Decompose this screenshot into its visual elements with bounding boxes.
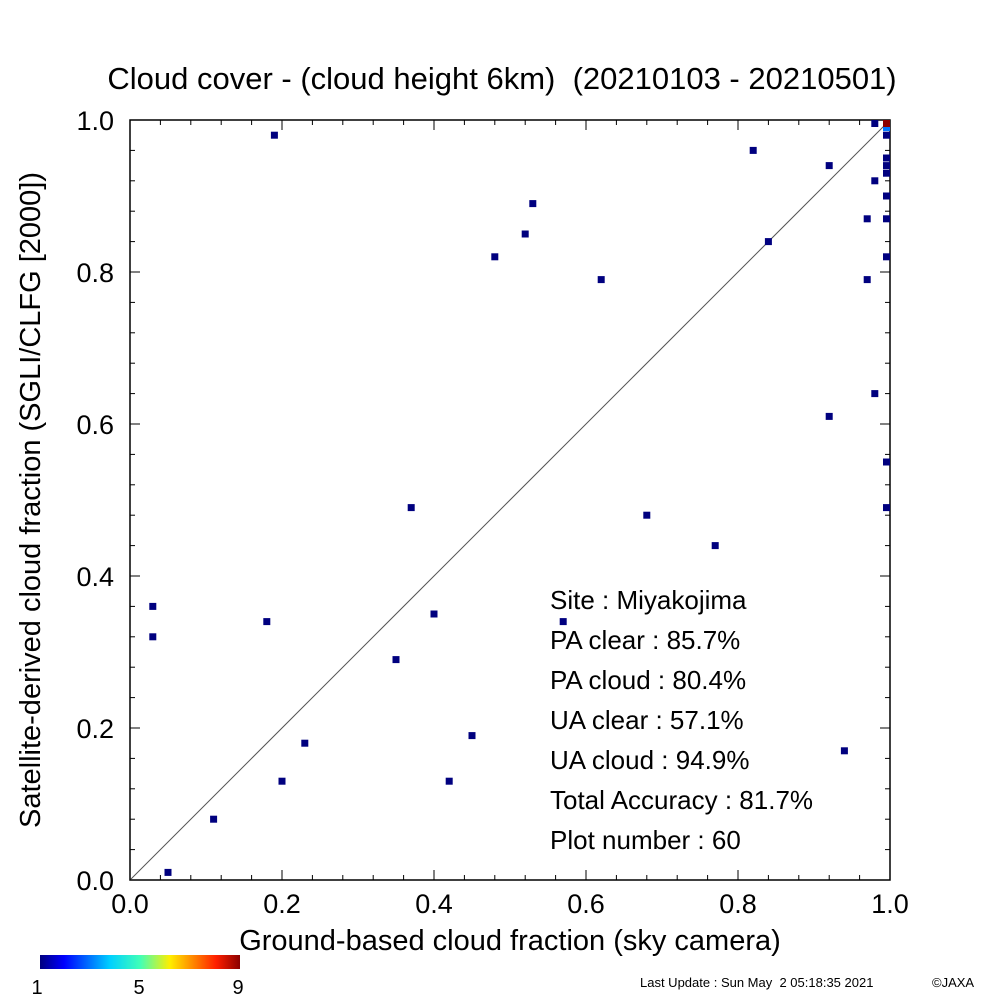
x-tick-labels: 0.0 0.2 0.4 0.6 0.8 1.0 — [111, 889, 909, 919]
data-point — [711, 542, 719, 550]
data-point — [883, 124, 890, 132]
stats-line: Total Accuracy : 81.7% — [550, 785, 813, 815]
stats-line: PA cloud : 80.4% — [550, 665, 746, 695]
data-point — [521, 230, 529, 238]
data-point — [840, 747, 848, 755]
data-point — [468, 732, 476, 740]
data-point — [883, 215, 890, 223]
y-tick-labels: 0.0 0.2 0.4 0.6 0.8 1.0 — [76, 106, 114, 896]
x-tick-label: 0.4 — [415, 889, 453, 919]
data-point — [149, 633, 157, 641]
stats-line: UA clear : 57.1% — [550, 705, 744, 735]
data-point — [278, 777, 286, 785]
stats-line: PA clear : 85.7% — [550, 625, 740, 655]
diagonal-line — [129, 119, 891, 881]
y-tick-label: 0.6 — [76, 410, 114, 440]
data-point — [529, 200, 537, 208]
data-point — [445, 777, 453, 785]
data-points — [149, 120, 890, 876]
plot-frame — [129, 119, 891, 881]
stats-line: UA cloud : 94.9% — [550, 745, 749, 775]
data-point — [643, 511, 651, 519]
data-point — [871, 390, 879, 398]
data-point — [270, 131, 278, 139]
last-update-text: Last Update : Sun May 2 05:18:35 2021 — [640, 975, 873, 990]
data-point — [149, 602, 157, 610]
stats-line: Site : Miyakojima — [550, 585, 747, 615]
y-tick-label: 0.0 — [76, 866, 114, 896]
data-point — [559, 618, 567, 626]
stats-line: Plot number : 60 — [550, 825, 741, 855]
y-axis-label: Satellite-derived cloud fraction (SGLI/C… — [15, 172, 47, 828]
data-point — [301, 739, 309, 747]
colorbar-tick-label: 9 — [232, 977, 243, 999]
data-point — [407, 504, 415, 512]
colorbar — [40, 955, 240, 969]
colorbar-labels: 1 5 9 — [31, 977, 243, 999]
x-tick-label: 1.0 — [871, 889, 909, 919]
y-tick-label: 0.2 — [76, 714, 114, 744]
chart-title: Cloud cover - (cloud height 6km) (202101… — [107, 61, 896, 96]
data-point — [863, 215, 871, 223]
data-point — [597, 276, 605, 284]
data-point — [883, 458, 890, 466]
data-point — [883, 169, 890, 177]
data-point — [430, 610, 438, 618]
data-point — [825, 412, 833, 420]
copyright-text: ©JAXA — [932, 975, 974, 990]
x-tick-label: 0.8 — [719, 889, 757, 919]
data-point — [392, 656, 400, 664]
data-point — [883, 504, 890, 512]
y-tick-label: 1.0 — [76, 106, 114, 136]
x-tick-label: 0.6 — [567, 889, 605, 919]
data-point — [749, 146, 757, 154]
data-point — [883, 154, 890, 162]
data-point — [883, 192, 890, 200]
colorbar-tick-label: 1 — [31, 977, 42, 999]
y-tick-label: 0.4 — [76, 562, 114, 592]
data-point — [883, 253, 890, 261]
data-point — [871, 120, 879, 127]
data-point — [863, 276, 871, 284]
data-point — [883, 131, 890, 139]
data-point — [883, 120, 890, 127]
data-point — [263, 618, 271, 626]
stats-block: Site : Miyakojima PA clear : 85.7% PA clou… — [550, 585, 813, 855]
x-tick-label: 0.2 — [263, 889, 301, 919]
data-point — [210, 815, 218, 823]
colorbar-tick-label: 5 — [133, 977, 144, 999]
data-point — [764, 238, 772, 246]
y-tick-label: 0.8 — [76, 258, 114, 288]
x-tick-label: 0.0 — [111, 889, 149, 919]
data-point — [871, 177, 879, 185]
data-point — [164, 868, 172, 876]
x-axis-label: Ground-based cloud fraction (sky camera) — [239, 925, 781, 957]
data-point — [825, 162, 833, 170]
data-point — [883, 162, 890, 170]
data-point — [491, 253, 499, 261]
